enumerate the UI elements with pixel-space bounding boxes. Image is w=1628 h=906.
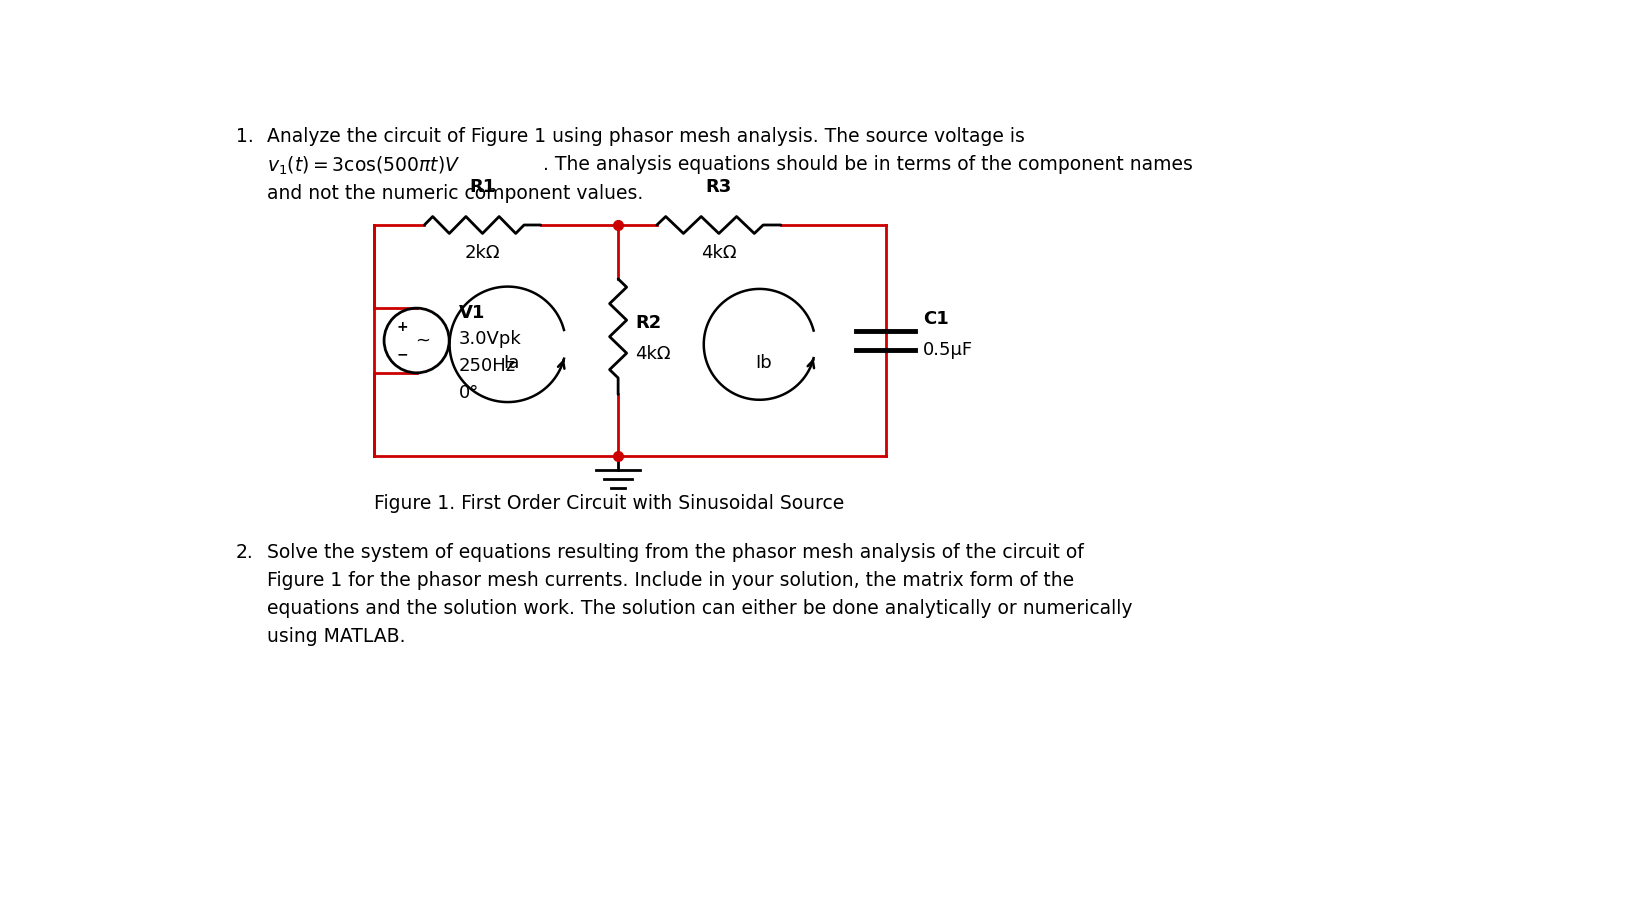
Text: $v_1(t)=3\cos\!\left(500\pi t\right)V$: $v_1(t)=3\cos\!\left(500\pi t\right)V$: [267, 155, 461, 178]
Text: and not the numeric component values.: and not the numeric component values.: [267, 184, 643, 203]
Text: ~: ~: [415, 332, 430, 350]
Text: Solve the system of equations resulting from the phasor mesh analysis of the cir: Solve the system of equations resulting …: [267, 543, 1133, 646]
Text: 0.5μF: 0.5μF: [923, 341, 974, 359]
Text: 3.0Vpk: 3.0Vpk: [459, 331, 521, 349]
Text: V1: V1: [459, 304, 485, 322]
Text: Ia: Ia: [503, 353, 519, 371]
Text: −: −: [397, 347, 409, 361]
Text: 2.: 2.: [236, 543, 254, 562]
Text: Figure 1. First Order Circuit with Sinusoidal Source: Figure 1. First Order Circuit with Sinus…: [374, 495, 845, 514]
Text: R2: R2: [635, 313, 661, 332]
Text: 1.: 1.: [236, 127, 254, 146]
Text: C1: C1: [923, 310, 949, 328]
Text: +: +: [397, 320, 409, 333]
Text: 4kΩ: 4kΩ: [635, 344, 671, 362]
Text: R3: R3: [707, 178, 733, 196]
Text: 2kΩ: 2kΩ: [464, 245, 500, 262]
Text: 4kΩ: 4kΩ: [702, 245, 736, 262]
Text: Ib: Ib: [755, 353, 772, 371]
Text: Analyze the circuit of Figure 1 using phasor mesh analysis. The source voltage i: Analyze the circuit of Figure 1 using ph…: [267, 127, 1026, 146]
Text: 0°: 0°: [459, 384, 479, 402]
Text: . The analysis equations should be in terms of the component names: . The analysis equations should be in te…: [544, 155, 1193, 174]
Text: R1: R1: [469, 178, 495, 196]
Text: 250Hz: 250Hz: [459, 358, 516, 375]
